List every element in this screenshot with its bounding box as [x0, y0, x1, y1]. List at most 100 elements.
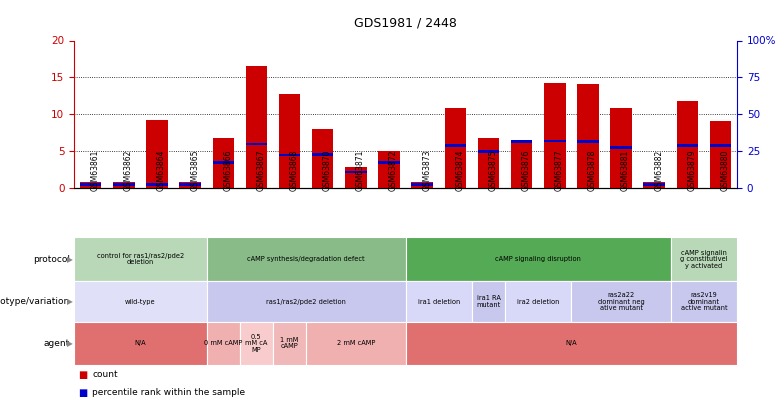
Text: ▶: ▶: [67, 255, 73, 264]
Text: GSM63870: GSM63870: [323, 149, 331, 191]
Text: count: count: [92, 370, 118, 379]
Bar: [477, 138, 499, 188]
Text: GDS1981 / 2448: GDS1981 / 2448: [354, 16, 457, 29]
Bar: [671, 237, 737, 281]
Text: GSM63872: GSM63872: [389, 149, 398, 191]
Text: GSM63875: GSM63875: [488, 149, 498, 191]
Text: N/A: N/A: [566, 340, 577, 346]
Text: GSM63871: GSM63871: [356, 149, 365, 191]
Bar: [710, 144, 732, 147]
Text: ▶: ▶: [67, 297, 73, 306]
Bar: [246, 143, 268, 145]
Text: ■: ■: [78, 388, 87, 398]
Bar: [505, 281, 571, 322]
Text: GSM63878: GSM63878: [588, 149, 597, 191]
Bar: [80, 183, 101, 186]
Text: GSM63877: GSM63877: [555, 149, 564, 191]
Bar: [577, 84, 599, 188]
Bar: [406, 281, 472, 322]
Text: GSM63874: GSM63874: [456, 149, 464, 191]
Bar: [411, 182, 433, 188]
Bar: [472, 281, 505, 322]
Text: GSM63879: GSM63879: [687, 149, 697, 191]
Text: GSM63882: GSM63882: [654, 149, 663, 191]
Text: cAMP signalin
g constitutivel
y activated: cAMP signalin g constitutivel y activate…: [680, 250, 728, 269]
Bar: [378, 161, 400, 164]
Text: GSM63866: GSM63866: [223, 149, 232, 191]
Bar: [312, 129, 334, 188]
Bar: [207, 281, 406, 322]
Bar: [212, 161, 234, 164]
Text: GSM63864: GSM63864: [157, 149, 166, 191]
Text: GSM63873: GSM63873: [422, 149, 431, 191]
Bar: [179, 183, 201, 186]
Text: wild-type: wild-type: [125, 299, 156, 305]
Bar: [246, 66, 268, 188]
Bar: [146, 120, 168, 188]
Text: ira2 deletion: ira2 deletion: [517, 299, 559, 305]
Bar: [278, 94, 300, 188]
Text: genotype/variation: genotype/variation: [0, 297, 70, 306]
Text: GSM63881: GSM63881: [621, 149, 630, 191]
Text: ras2a22
dominant neg
ative mutant: ras2a22 dominant neg ative mutant: [597, 292, 644, 311]
Bar: [710, 121, 732, 188]
Text: GSM63868: GSM63868: [289, 149, 299, 191]
Bar: [445, 144, 466, 147]
Bar: [240, 322, 273, 364]
Text: GSM63876: GSM63876: [522, 149, 530, 191]
Bar: [676, 101, 698, 188]
Bar: [571, 281, 671, 322]
Bar: [544, 140, 566, 142]
Text: 1 mM
cAMP: 1 mM cAMP: [280, 337, 299, 350]
Bar: [146, 183, 168, 186]
Text: 2 mM cAMP: 2 mM cAMP: [337, 340, 375, 346]
Text: 0 mM cAMP: 0 mM cAMP: [204, 340, 243, 346]
Bar: [74, 237, 207, 281]
Text: GSM63867: GSM63867: [257, 149, 265, 191]
Text: protocol: protocol: [34, 255, 70, 264]
Text: ira1 deletion: ira1 deletion: [417, 299, 460, 305]
Bar: [113, 182, 135, 188]
Bar: [511, 141, 533, 143]
Bar: [113, 183, 135, 186]
Text: ira1 RA
mutant: ira1 RA mutant: [477, 296, 501, 308]
Text: ■: ■: [78, 370, 87, 379]
Bar: [544, 83, 566, 188]
Text: GSM63861: GSM63861: [90, 149, 100, 191]
Bar: [644, 183, 665, 186]
Bar: [345, 171, 367, 173]
Bar: [179, 182, 201, 188]
Text: ras1/ras2/pde2 deletion: ras1/ras2/pde2 deletion: [266, 299, 346, 305]
Bar: [74, 322, 207, 364]
Text: 0.5
mM cA
MP: 0.5 mM cA MP: [245, 334, 268, 353]
Text: ▶: ▶: [67, 339, 73, 348]
Bar: [80, 182, 101, 188]
Bar: [477, 150, 499, 153]
Bar: [345, 167, 367, 188]
Bar: [671, 281, 737, 322]
Bar: [511, 140, 533, 188]
Bar: [406, 322, 737, 364]
Bar: [378, 151, 400, 188]
Text: agent: agent: [44, 339, 70, 348]
Bar: [411, 183, 433, 186]
Bar: [273, 322, 306, 364]
Bar: [406, 237, 671, 281]
Bar: [207, 237, 406, 281]
Bar: [306, 322, 406, 364]
Text: percentile rank within the sample: percentile rank within the sample: [92, 388, 245, 397]
Bar: [278, 154, 300, 156]
Bar: [577, 141, 599, 143]
Text: GSM63862: GSM63862: [124, 149, 133, 191]
Bar: [676, 144, 698, 147]
Bar: [212, 138, 234, 188]
Bar: [74, 281, 207, 322]
Text: GSM63880: GSM63880: [721, 149, 729, 191]
Bar: [445, 108, 466, 188]
Text: cAMP synthesis/degradation defect: cAMP synthesis/degradation defect: [247, 256, 365, 262]
Text: ras2v19
dominant
active mutant: ras2v19 dominant active mutant: [681, 292, 727, 311]
Text: N/A: N/A: [135, 340, 146, 346]
Bar: [610, 146, 632, 149]
Text: control for ras1/ras2/pde2
deletion: control for ras1/ras2/pde2 deletion: [97, 253, 184, 265]
Bar: [610, 108, 632, 188]
